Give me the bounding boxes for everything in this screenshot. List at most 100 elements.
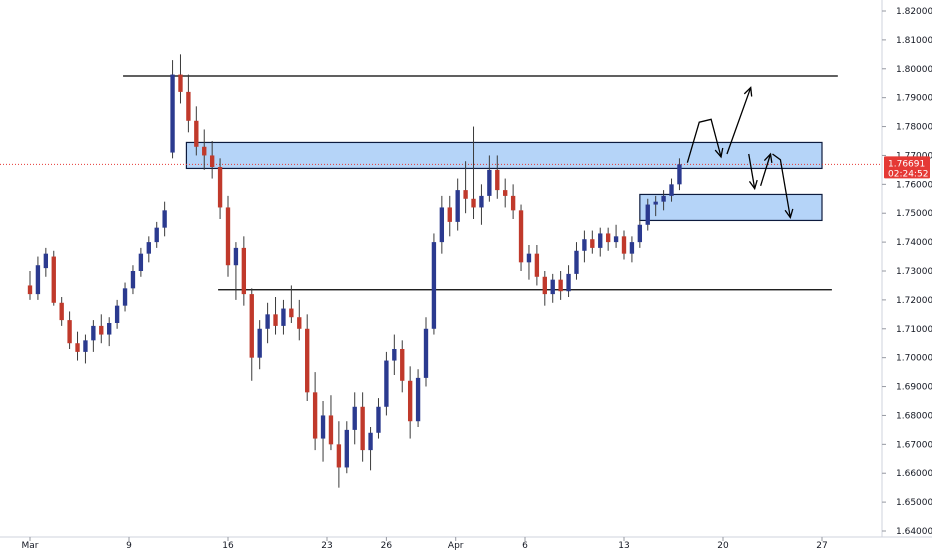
candle: [312, 372, 318, 451]
candle-body: [495, 169, 500, 191]
candle: [344, 421, 349, 474]
y-tick-label: 1.70000: [896, 354, 932, 364]
candle: [51, 250, 56, 306]
candle-body: [455, 190, 460, 222]
candle-body: [209, 155, 215, 167]
arrow-path: [726, 87, 752, 155]
candle-body: [305, 328, 310, 393]
candle-body: [114, 305, 120, 323]
x-tick-label: 23: [321, 541, 332, 550]
arrow-head: [763, 152, 773, 163]
candle-body: [590, 239, 595, 248]
supply-demand-zone-2: [639, 193, 823, 222]
arrow-head: [743, 86, 753, 97]
y-tick-label: 1.82000: [896, 7, 932, 17]
candle: [289, 285, 294, 323]
candle-body: [194, 120, 199, 147]
candle: [407, 366, 413, 439]
candle-body: [67, 320, 72, 344]
candle: [27, 271, 33, 300]
candle-body: [154, 227, 159, 243]
candle-body: [558, 279, 563, 292]
candle: [162, 201, 167, 237]
candle: [400, 340, 405, 393]
candle: [376, 398, 381, 439]
candle: [526, 245, 532, 280]
candle: [415, 369, 421, 427]
x-tick-label: 13: [618, 541, 629, 550]
x-axis[interactable]: Mar 9 16 23 26 Apr 6 13 20 27: [22, 537, 828, 550]
candle: [138, 247, 144, 277]
candle-body: [91, 325, 96, 341]
candle: [431, 233, 437, 335]
candle-body: [99, 325, 104, 335]
candle-body: [35, 265, 41, 295]
candle-body: [653, 201, 658, 205]
candle: [392, 334, 397, 375]
countdown-label: 02:24:52: [888, 169, 928, 179]
y-tick-label: 1.66000: [896, 469, 932, 479]
x-tick-label: 6: [522, 541, 528, 550]
arrow-head: [748, 179, 758, 191]
y-tick-label: 1.64000: [896, 527, 932, 537]
candle-body: [423, 328, 429, 378]
candle-body: [526, 253, 532, 263]
candle: [360, 392, 365, 462]
candle-body: [289, 308, 294, 318]
candle-body: [384, 360, 389, 407]
candle: [582, 230, 587, 263]
candle: [574, 242, 579, 280]
candle-body: [83, 340, 88, 352]
candle: [43, 247, 49, 277]
y-tick-label: 1.72000: [896, 296, 932, 306]
arrow-path: [772, 153, 791, 218]
candle: [91, 320, 96, 352]
candle: [202, 129, 207, 170]
y-axis[interactable]: 1.64000 1.65000 1.66000 1.67000 1.68000 1.690…: [882, 7, 932, 537]
x-tick-label: 26: [381, 541, 393, 550]
candle-body: [431, 242, 437, 329]
candle-body: [479, 195, 484, 208]
candle-body: [400, 349, 405, 381]
candle: [320, 401, 326, 462]
candle-body: [186, 91, 191, 121]
candle-body: [415, 377, 421, 422]
candle-body: [130, 271, 136, 289]
candle-body: [598, 233, 603, 248]
candle-body: [629, 242, 635, 254]
candle: [384, 351, 389, 416]
candle-body: [336, 444, 342, 468]
candle: [495, 155, 500, 199]
candle: [503, 178, 508, 208]
candle-body: [217, 167, 223, 208]
candle-body: [146, 242, 151, 254]
horizontal-lines-layer: [123, 75, 838, 291]
candle: [518, 204, 524, 271]
candle-body: [170, 74, 175, 153]
candle: [645, 198, 650, 231]
candle: [297, 299, 302, 341]
candle-body: [439, 207, 445, 243]
candle-body: [534, 253, 540, 277]
last-price-tag: 1.76691 02:24:52: [884, 156, 930, 179]
candle: [621, 230, 627, 260]
candle: [67, 311, 72, 349]
candle: [542, 271, 547, 306]
candle: [661, 190, 666, 211]
candle-body: [376, 406, 381, 433]
arrow-path: [686, 118, 722, 163]
candle-body: [360, 406, 365, 451]
candle: [170, 60, 175, 159]
candle-body: [27, 285, 33, 295]
y-tick-label: 1.78000: [896, 123, 932, 133]
projection-arrow-2: [726, 86, 753, 155]
arrow-head: [714, 147, 724, 159]
candle: [83, 334, 88, 364]
candle-body: [352, 406, 357, 430]
x-tick-label: 16: [222, 541, 234, 550]
candles-layer: [27, 54, 682, 488]
candle-body: [645, 204, 650, 225]
candle: [59, 297, 64, 326]
candle-body: [178, 74, 183, 92]
